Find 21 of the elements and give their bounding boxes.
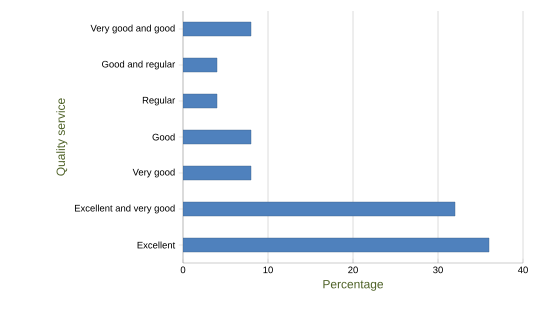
x-tick-label: 40 bbox=[518, 266, 528, 274]
x-axis-title: Percentage bbox=[323, 280, 384, 291]
bar bbox=[182, 22, 252, 36]
bar bbox=[182, 130, 252, 144]
x-tick-label: 0 bbox=[180, 266, 186, 274]
y-tick-label: Good bbox=[152, 134, 175, 140]
y-tick-label: Excellent bbox=[138, 242, 176, 248]
x-tick-label: 10 bbox=[263, 266, 273, 274]
y-axis-title: Quality service bbox=[56, 98, 68, 176]
y-tick-label: Very good and good bbox=[90, 24, 175, 34]
bar bbox=[182, 238, 490, 252]
bar bbox=[182, 202, 456, 216]
y-tick-label: Very good bbox=[132, 168, 175, 178]
y-tick-label: Good and regular bbox=[102, 60, 176, 70]
bar bbox=[182, 58, 218, 72]
y-tick-label: Regular bbox=[142, 96, 176, 106]
x-tick-label: 30 bbox=[433, 266, 443, 274]
bar bbox=[182, 166, 252, 180]
bar bbox=[182, 94, 218, 108]
y-tick-label: Excellent and very good bbox=[74, 204, 175, 214]
x-tick-label: 20 bbox=[348, 266, 358, 274]
